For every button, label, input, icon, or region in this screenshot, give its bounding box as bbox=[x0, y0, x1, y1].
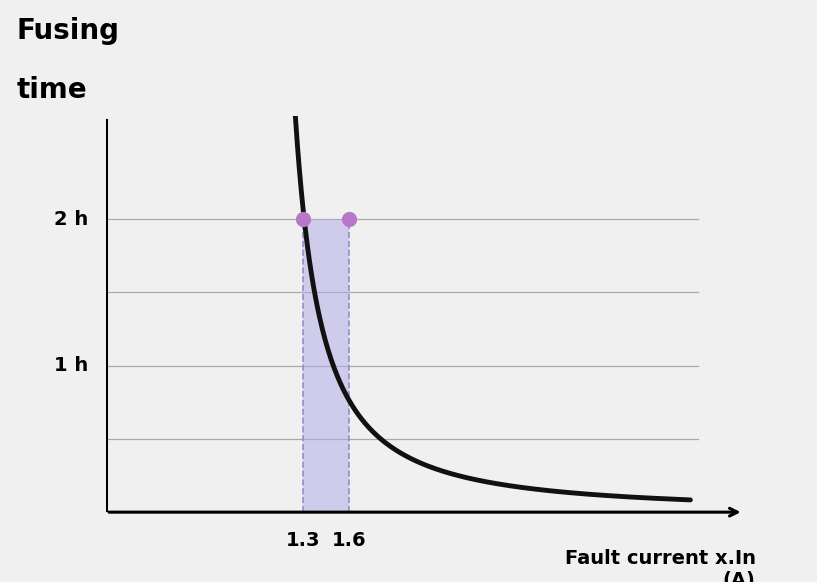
Text: Fault current x.In
(A): Fault current x.In (A) bbox=[565, 549, 756, 582]
Text: 1 h: 1 h bbox=[54, 356, 88, 375]
Text: 2 h: 2 h bbox=[54, 210, 88, 229]
Text: time: time bbox=[16, 76, 87, 104]
Text: 1.3: 1.3 bbox=[286, 531, 321, 550]
Text: 1.6: 1.6 bbox=[332, 531, 366, 550]
Bar bbox=[303, 219, 349, 512]
Text: Fusing: Fusing bbox=[16, 17, 119, 45]
